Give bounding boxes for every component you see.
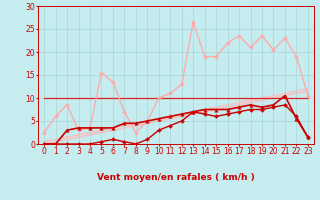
X-axis label: Vent moyen/en rafales ( km/h ): Vent moyen/en rafales ( km/h ) — [97, 173, 255, 182]
